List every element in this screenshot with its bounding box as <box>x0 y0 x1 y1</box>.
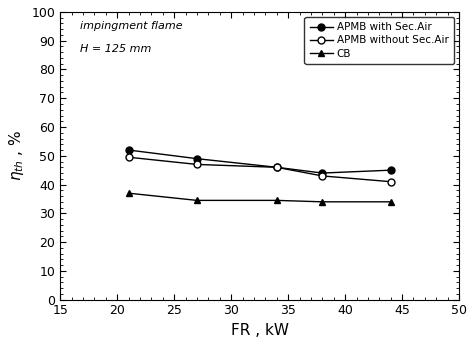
Line: CB: CB <box>125 190 394 205</box>
CB <box>194 198 200 203</box>
X-axis label: FR , kW: FR , kW <box>231 323 289 338</box>
CB <box>274 198 280 203</box>
Y-axis label: $\eta_{th}$ , %: $\eta_{th}$ , % <box>7 130 26 181</box>
Line: APMB without Sec.Air: APMB without Sec.Air <box>125 154 394 185</box>
CB <box>388 200 393 204</box>
APMB without Sec.Air <box>126 155 131 159</box>
APMB without Sec.Air <box>319 174 325 178</box>
APMB with Sec.Air <box>126 148 131 152</box>
Text: H = 125 mm: H = 125 mm <box>80 43 152 53</box>
APMB without Sec.Air <box>194 162 200 167</box>
APMB with Sec.Air <box>194 157 200 161</box>
APMB with Sec.Air <box>319 171 325 175</box>
APMB with Sec.Air <box>388 168 393 172</box>
Legend: APMB with Sec.Air, APMB without Sec.Air, CB: APMB with Sec.Air, APMB without Sec.Air,… <box>304 17 454 64</box>
Line: APMB with Sec.Air: APMB with Sec.Air <box>125 147 394 177</box>
APMB with Sec.Air <box>274 165 280 169</box>
CB <box>126 191 131 195</box>
APMB without Sec.Air <box>274 165 280 169</box>
APMB without Sec.Air <box>388 180 393 184</box>
Text: impingment flame: impingment flame <box>80 21 183 31</box>
CB <box>319 200 325 204</box>
